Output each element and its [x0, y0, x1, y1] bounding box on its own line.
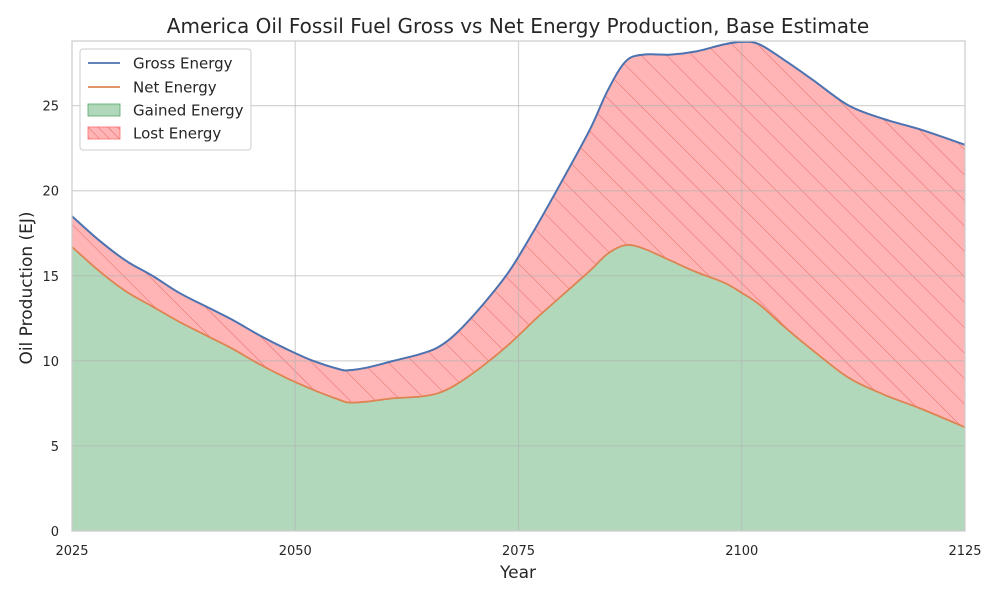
- plot-frame: [71, 40, 966, 532]
- x-tick-label: 2050: [279, 544, 312, 559]
- legend-net-label: Net Energy: [133, 79, 217, 97]
- legend-gross-label: Gross Energy: [133, 55, 233, 73]
- legend-lost-hatch: [88, 127, 120, 139]
- chart-title: America Oil Fossil Fuel Gross vs Net Ene…: [167, 14, 869, 38]
- x-axis-title: Year: [499, 563, 536, 583]
- y-tick-label: 0: [51, 525, 59, 540]
- x-tick-label: 2075: [502, 544, 535, 559]
- y-tick-label: 20: [42, 185, 59, 200]
- x-tick-label: 2100: [725, 544, 758, 559]
- net-energy-line: [72, 244, 965, 429]
- line-layer: [72, 41, 965, 429]
- legend-gained-label: Gained Energy: [133, 102, 244, 120]
- legend-box: [79, 48, 252, 151]
- grid-layer: [72, 41, 965, 531]
- legend: Gross Energy Net Energy Gained Energy Lo…: [79, 48, 252, 151]
- y-axis-title: Oil Production (EJ): [17, 211, 37, 364]
- legend-gained-patch: [87, 103, 121, 117]
- y-tick-label: 10: [42, 355, 59, 370]
- y-tick-label: 25: [42, 100, 59, 115]
- legend-lost-label: Lost Energy: [133, 125, 221, 143]
- x-tick-label: 2125: [948, 544, 981, 559]
- y-tick-label: 15: [42, 270, 59, 285]
- y-tick-label: 5: [51, 440, 59, 455]
- x-tick-label: 2025: [55, 544, 88, 559]
- gross-energy-line: [72, 41, 965, 372]
